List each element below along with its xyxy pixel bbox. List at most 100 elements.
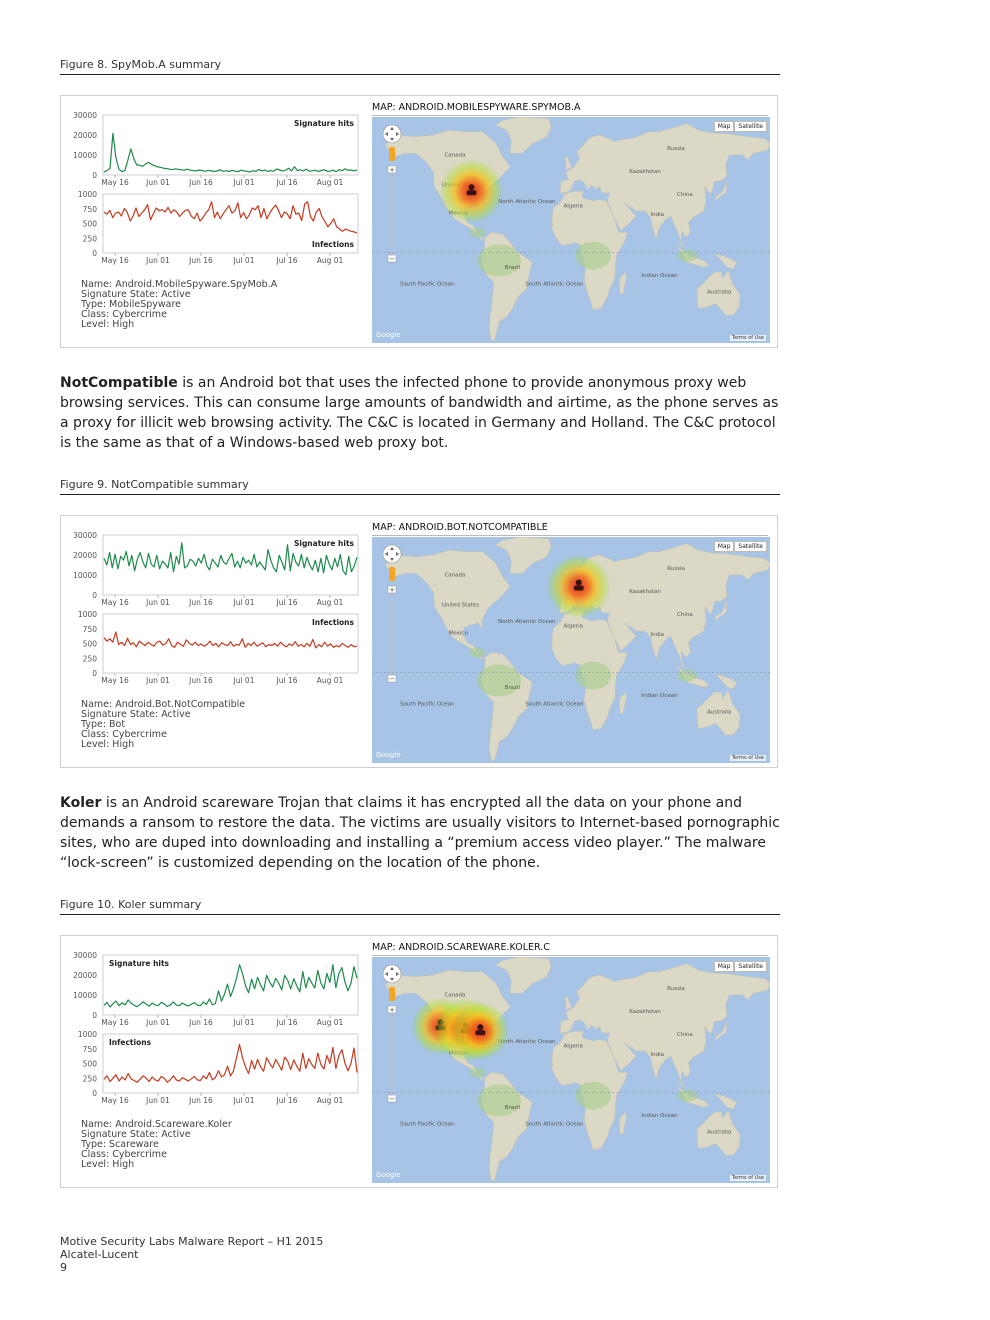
vegetation-area — [575, 241, 612, 270]
y-tick-label: 0 — [92, 171, 97, 180]
street-view-icon — [389, 147, 395, 161]
detail-signature-state: Signature State: Active — [81, 289, 191, 300]
map-type-satellite-button[interactable]: Satellite — [734, 541, 767, 552]
zoom-control: +− — [382, 964, 402, 1103]
madagascar-landmass — [619, 691, 627, 714]
x-tick-label: Jul 16 — [276, 256, 298, 265]
vegetation-area — [677, 669, 698, 682]
madagascar-landmass — [619, 271, 627, 294]
y-tick-label: 30000 — [73, 111, 97, 120]
charts-column: 30000 20000 10000 0 May 16 Jun 01 Jun 16 Jul 01… — [61, 96, 366, 349]
x-tick-label: Jul 01 — [233, 1018, 255, 1027]
map-label: Indian Ocean — [641, 1113, 678, 1119]
map-label: Mexico — [449, 630, 469, 636]
zoom-out-icon — [387, 1094, 397, 1103]
page-footer: Motive Security Labs Malware Report – H1… — [60, 1235, 323, 1274]
y-tick-label: 250 — [83, 1074, 98, 1083]
malware-details: Name: Android.MobileSpyware.SpyMob.A Sig… — [81, 280, 277, 330]
y-tick-label: 0 — [92, 1011, 97, 1020]
chart-plot-area — [102, 613, 359, 674]
map-type-satellite-button[interactable]: Satellite — [734, 121, 767, 132]
greenland-landmass — [495, 537, 552, 574]
series-line — [103, 542, 358, 576]
infection-marker-icon — [466, 184, 477, 196]
detail-class: Class: Cybercrime — [81, 1149, 167, 1160]
x-tick-label: Jul 01 — [233, 676, 255, 685]
map-label: South Pacific Ocean — [400, 701, 455, 707]
series-label: Signature hits — [294, 539, 355, 548]
notcompatible-paragraph: NotCompatible is an Android bot that use… — [60, 373, 780, 453]
terms-of-use-link[interactable]: Terms of Use — [729, 335, 766, 341]
x-tick-label: Jul 16 — [276, 178, 298, 187]
map-label: Russia — [667, 146, 685, 152]
y-tick-label: 10000 — [73, 151, 97, 160]
world-map: North Atlantic Ocean South Atlantic Ocean… — [372, 537, 770, 763]
map-type-map-button[interactable]: Map — [713, 541, 735, 552]
detail-class: Class: Cybercrime — [81, 729, 167, 740]
eurasia-landmass — [559, 543, 770, 671]
terms-of-use-link[interactable]: Terms of Use — [729, 755, 766, 761]
y-tick-label: 250 — [83, 234, 98, 243]
x-tick-label: Jun 01 — [145, 1096, 170, 1105]
svg-text:+: + — [389, 166, 395, 174]
map-type-map-button[interactable]: Map — [713, 961, 735, 972]
detail-type: Type: Bot — [81, 719, 126, 730]
map-type-map-button[interactable]: Map — [713, 121, 735, 132]
x-tick-label: Jul 01 — [233, 256, 255, 265]
figure-panel: 30000 20000 10000 0 May 16 Jun 01 Jun 16 Jul 01… — [60, 95, 778, 348]
infection-map[interactable]: North Atlantic Ocean South Atlantic Ocean… — [372, 537, 770, 763]
y-tick-label: 750 — [83, 625, 98, 634]
y-tick-label: 30000 — [73, 951, 97, 960]
infection-map[interactable]: North Atlantic Ocean South Atlantic Ocean… — [372, 957, 770, 1183]
google-logo: Google — [376, 1171, 401, 1179]
x-tick-label: Jun 16 — [188, 178, 213, 187]
figure-panel: 30000 20000 10000 0 May 16 Jun 01 Jun 16 Jul 01… — [60, 515, 778, 768]
x-tick-label: Jul 01 — [233, 178, 255, 187]
y-tick-label: 250 — [83, 654, 98, 663]
y-tick-label: 20000 — [73, 551, 97, 560]
world-map: North Atlantic Ocean South Atlantic Ocean… — [372, 117, 770, 343]
vegetation-area — [677, 1089, 698, 1102]
footer-report-title: Motive Security Labs Malware Report – H1… — [60, 1235, 324, 1248]
x-tick-label: May 16 — [101, 676, 129, 685]
map-label: Australia — [707, 710, 731, 716]
footer-company: Alcatel-Lucent — [60, 1248, 139, 1261]
x-tick-label: Jul 01 — [233, 1096, 255, 1105]
x-tick-label: Jun 01 — [145, 256, 170, 265]
infection-marker-icon — [475, 1024, 486, 1036]
figure-panel: 30000 20000 10000 0 May 16 Jun 01 Jun 16 Jul 01… — [60, 935, 778, 1188]
series-label: Signature hits — [109, 959, 170, 968]
map-label: Russia — [667, 986, 685, 992]
vegetation-area — [477, 244, 522, 277]
svg-text:+: + — [389, 586, 395, 594]
greenland-landmass — [495, 117, 552, 154]
charts-column: 30000 20000 10000 0 May 16 Jun 01 Jun 16 Jul 01… — [61, 936, 366, 1189]
map-type-satellite-button[interactable]: Satellite — [734, 961, 767, 972]
x-tick-label: Jun 01 — [145, 1018, 170, 1027]
vegetation-area — [469, 227, 486, 238]
eurasia-landmass — [559, 963, 770, 1091]
vegetation-area — [477, 664, 522, 697]
detail-level: Level: High — [81, 319, 135, 330]
y-tick-label: 0 — [92, 591, 97, 600]
terms-of-use-link[interactable]: Terms of Use — [729, 1175, 766, 1181]
map-label: China — [677, 612, 693, 618]
series-label: Infections — [312, 240, 355, 249]
x-tick-label: Aug 01 — [317, 178, 344, 187]
y-tick-label: 10000 — [73, 991, 97, 1000]
infection-map[interactable]: North Atlantic Ocean South Atlantic Ocean… — [372, 117, 770, 343]
map-title: MAP: ANDROID.BOT.NOTCOMPATIBLE — [372, 522, 768, 536]
detail-class: Class: Cybercrime — [81, 309, 167, 320]
street-view-icon — [389, 567, 395, 581]
map-label: North Atlantic Ocean — [498, 619, 556, 625]
north-america-landmass — [384, 549, 511, 660]
map-label: North Atlantic Ocean — [498, 1039, 556, 1045]
x-tick-label: Jun 16 — [188, 1018, 213, 1027]
map-label: Algeria — [564, 624, 583, 630]
detail-level: Level: High — [81, 1159, 135, 1170]
x-tick-label: Jun 01 — [145, 598, 170, 607]
y-tick-label: 10000 — [73, 571, 97, 580]
map-label: Algeria — [564, 204, 583, 210]
japan-landmass — [714, 1017, 729, 1042]
x-tick-label: Jun 16 — [188, 676, 213, 685]
